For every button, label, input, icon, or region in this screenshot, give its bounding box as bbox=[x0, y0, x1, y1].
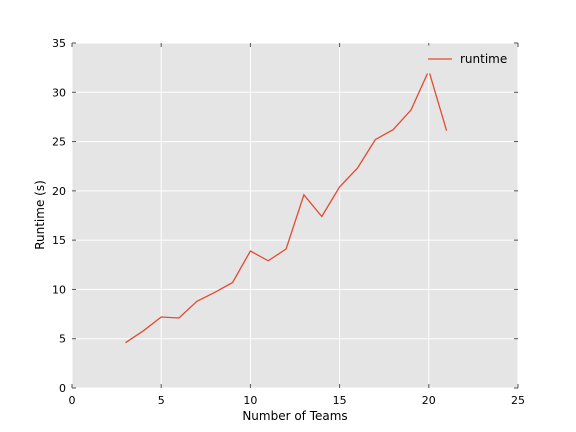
x-tick-label: 20 bbox=[422, 394, 436, 407]
plot-area bbox=[72, 43, 518, 388]
x-tick-label: 0 bbox=[69, 394, 76, 407]
x-tick-label: 5 bbox=[158, 394, 165, 407]
legend: runtime bbox=[420, 46, 515, 73]
y-tick-label: 5 bbox=[59, 333, 66, 346]
y-tick-label: 0 bbox=[59, 382, 66, 395]
y-tick-label: 15 bbox=[52, 234, 66, 247]
y-tick-label: 25 bbox=[52, 136, 66, 149]
x-tick-label: 15 bbox=[333, 394, 347, 407]
x-tick-label: 25 bbox=[511, 394, 525, 407]
y-tick-label: 35 bbox=[52, 37, 66, 50]
x-tick-label: 10 bbox=[243, 394, 257, 407]
y-tick-label: 30 bbox=[52, 86, 66, 99]
legend-label: runtime bbox=[460, 52, 507, 66]
y-tick-label: 20 bbox=[52, 185, 66, 198]
y-axis-label: Runtime (s) bbox=[33, 180, 47, 250]
x-axis-label: Number of Teams bbox=[242, 409, 347, 423]
y-tick-label: 10 bbox=[52, 283, 66, 296]
